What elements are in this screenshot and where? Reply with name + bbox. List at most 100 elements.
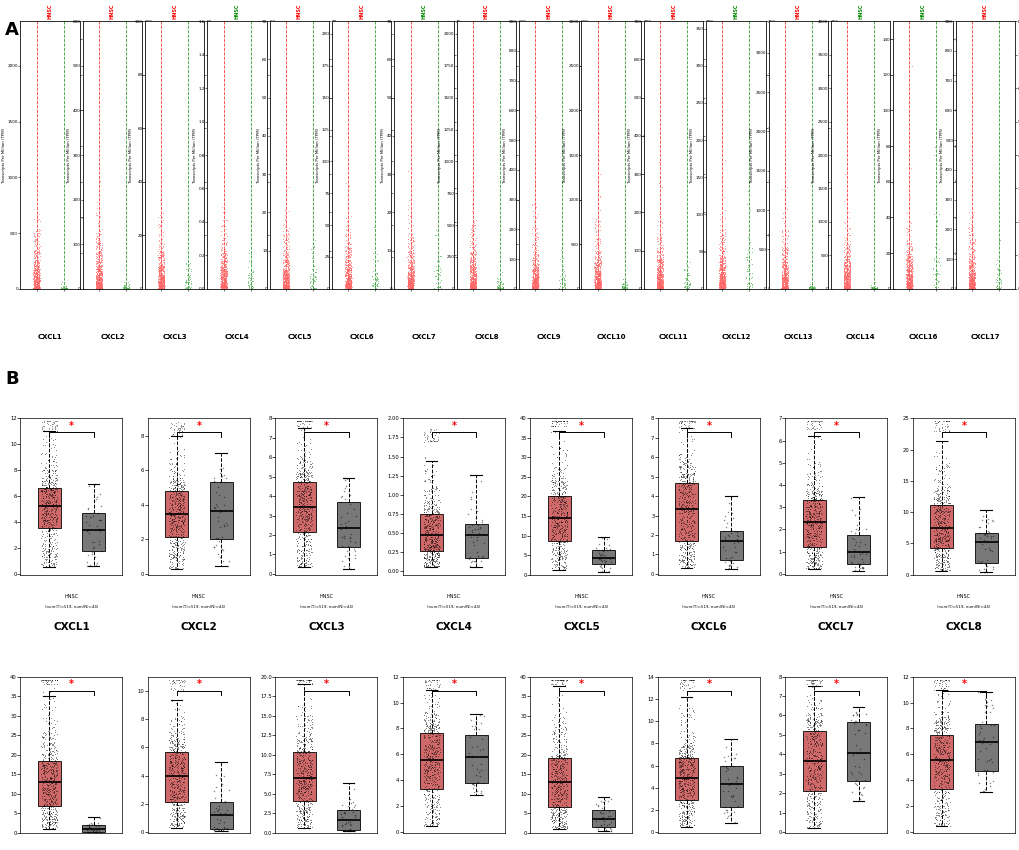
Point <box>162 530 178 544</box>
Point <box>48 784 64 797</box>
Point <box>550 756 567 769</box>
Point <box>963 279 979 292</box>
Point <box>674 765 690 779</box>
Point <box>152 281 168 295</box>
Point <box>299 814 315 828</box>
Point <box>464 256 480 269</box>
Point <box>650 278 666 292</box>
Point <box>467 279 483 292</box>
Point <box>807 815 823 829</box>
Point <box>991 275 1008 289</box>
Point <box>682 773 698 786</box>
Point <box>174 747 191 761</box>
Point <box>555 679 572 693</box>
Point <box>35 446 51 460</box>
Point <box>965 244 981 258</box>
Point <box>216 258 232 272</box>
Point <box>938 525 955 539</box>
Point <box>803 677 819 690</box>
Point <box>294 811 311 824</box>
Point <box>207 791 223 805</box>
Point <box>551 762 568 775</box>
Point <box>422 523 438 536</box>
Point <box>554 820 571 834</box>
Point <box>776 266 793 280</box>
Point <box>676 739 692 752</box>
Point <box>339 282 356 296</box>
Point <box>276 268 292 281</box>
Point <box>92 281 108 295</box>
Point <box>557 762 574 776</box>
Point <box>840 280 856 293</box>
Point <box>903 269 919 283</box>
Point <box>805 739 821 752</box>
Point <box>172 506 189 519</box>
PathPatch shape <box>591 810 614 827</box>
Point <box>931 754 948 768</box>
Point <box>417 705 433 718</box>
Point <box>423 427 439 440</box>
Point <box>529 269 545 283</box>
Point <box>841 264 857 277</box>
Point <box>933 512 950 525</box>
Point <box>803 673 819 687</box>
Point <box>176 752 193 766</box>
Point <box>29 258 45 271</box>
Point <box>466 261 482 275</box>
Point <box>289 771 306 785</box>
Point <box>172 484 189 498</box>
Point <box>364 279 380 292</box>
Point <box>152 245 168 258</box>
Point <box>422 717 438 730</box>
Point <box>554 804 571 818</box>
Point <box>164 536 180 550</box>
Point <box>553 527 570 541</box>
Point <box>651 280 667 294</box>
Point <box>217 279 233 292</box>
Point <box>588 268 604 281</box>
Point <box>25 260 42 274</box>
Point <box>672 466 688 479</box>
Point <box>214 278 230 292</box>
Point <box>426 513 442 527</box>
Point <box>555 785 572 799</box>
Point <box>301 511 317 524</box>
Point <box>166 750 182 763</box>
Point <box>552 811 569 824</box>
Point <box>713 265 730 279</box>
Point <box>167 429 183 443</box>
Point <box>431 542 447 556</box>
Point <box>426 751 442 765</box>
Point <box>836 280 852 293</box>
Point <box>151 269 167 282</box>
Point <box>900 264 916 277</box>
Point <box>341 269 358 283</box>
Point <box>800 715 816 728</box>
Point <box>900 249 916 263</box>
Point <box>552 558 569 572</box>
Point <box>419 759 435 773</box>
Point <box>600 564 616 578</box>
Point <box>168 484 184 497</box>
Point <box>836 256 852 269</box>
Point <box>989 266 1006 280</box>
Point <box>841 255 857 269</box>
Point <box>425 790 441 804</box>
Point <box>467 238 483 252</box>
Point <box>301 713 317 727</box>
Point <box>36 484 52 498</box>
Point <box>154 269 170 283</box>
Point <box>553 813 570 826</box>
Point <box>299 465 315 479</box>
Point <box>92 279 108 292</box>
Point <box>901 256 917 269</box>
Point <box>933 818 950 831</box>
Point <box>431 280 447 294</box>
Point <box>590 280 606 294</box>
Point <box>714 280 731 293</box>
Point <box>404 271 420 285</box>
Point <box>169 511 185 524</box>
Point <box>114 282 130 296</box>
Point <box>902 234 918 247</box>
Point <box>965 277 981 291</box>
